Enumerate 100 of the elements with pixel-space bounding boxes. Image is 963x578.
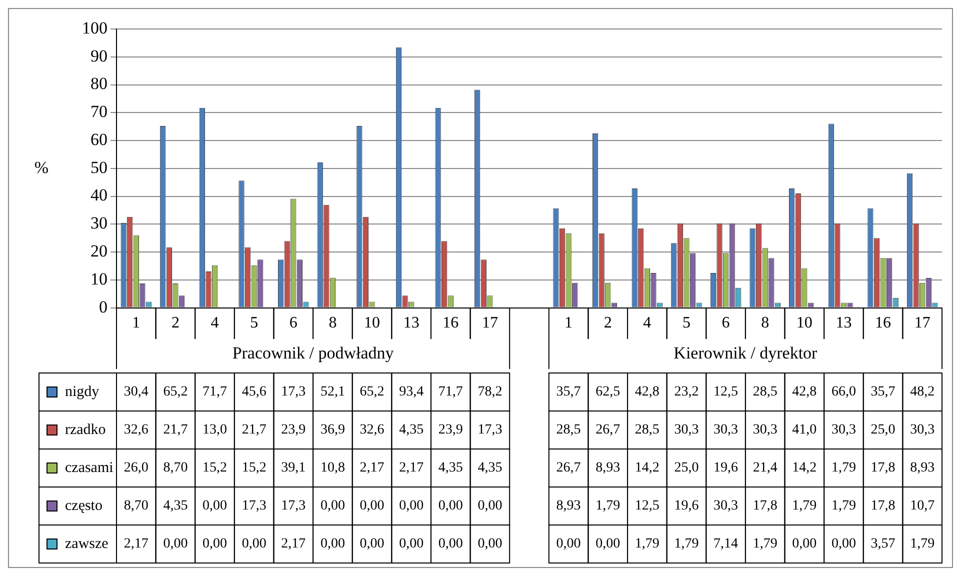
data-label: 0,00 (399, 498, 424, 514)
data-label: 0,00 (438, 536, 463, 552)
data-label: 35,7 (556, 384, 581, 400)
legend-label: zawsze (65, 536, 109, 552)
data-label: 71,7 (438, 384, 463, 400)
data-label: 14,2 (634, 460, 660, 476)
data-label: 17,3 (478, 422, 502, 438)
data-label: 10,8 (320, 460, 345, 476)
data-label: 19,6 (714, 460, 738, 476)
data-label: 15,2 (242, 460, 266, 476)
data-label: 8,93 (556, 498, 581, 514)
legend-label: czasami (65, 460, 114, 476)
data-label: 0,00 (556, 536, 581, 552)
data-label: 28,5 (556, 422, 581, 438)
data-label: 30,3 (674, 422, 699, 438)
data-label: 42,8 (792, 384, 817, 400)
data-label: 13,0 (202, 422, 228, 438)
legend-label: nigdy (65, 384, 100, 400)
data-label: 0,00 (320, 498, 345, 514)
data-label: 0,00 (478, 498, 502, 514)
y-tick-label: 70 (90, 102, 108, 122)
data-label: 62,5 (596, 384, 620, 400)
data-label: 25,0 (674, 460, 699, 476)
data-label: 39,1 (281, 460, 306, 476)
data-label: 3,57 (870, 536, 896, 552)
data-label: 15,2 (202, 460, 228, 476)
data-label: 23,2 (674, 384, 699, 400)
data-label: 0,00 (792, 536, 817, 552)
data-label: 0,00 (360, 536, 384, 552)
x-tick-label: 16 (442, 314, 459, 332)
data-label: 8,93 (596, 460, 620, 476)
x-tick-label: 2 (171, 314, 180, 332)
data-label: 30,3 (714, 422, 738, 438)
data-label: 4,35 (399, 422, 424, 438)
data-label: 4,35 (163, 498, 188, 514)
data-label: 1,79 (831, 498, 856, 514)
x-tick-label: 6 (722, 314, 730, 332)
data-label: 1,79 (831, 460, 856, 476)
data-label: 21,4 (752, 460, 778, 476)
data-label: 66,0 (831, 384, 856, 400)
data-label: 0,00 (202, 498, 228, 514)
data-label: 35,7 (870, 384, 896, 400)
data-label: 0,00 (163, 536, 188, 552)
data-label: 10,7 (910, 498, 935, 514)
data-label: 19,6 (674, 498, 699, 514)
y-tick-label: 20 (90, 242, 108, 261)
data-label: 25,0 (870, 422, 896, 438)
data-label: 52,1 (320, 384, 345, 400)
data-label: 8,70 (124, 498, 148, 514)
data-label: 12,5 (714, 384, 738, 400)
data-label: 32,6 (360, 422, 384, 438)
x-tick-label: 4 (643, 314, 652, 332)
x-tick-label: 4 (210, 314, 219, 332)
text: Kierownik / dyrektor (674, 343, 818, 362)
data-label: 12,5 (634, 498, 660, 514)
data-label: 8,93 (910, 460, 935, 476)
x-tick-label: 13 (836, 314, 852, 332)
y-tick-label: 0 (99, 297, 108, 316)
data-label: 1,79 (596, 498, 620, 514)
data-label: 0,00 (320, 536, 345, 552)
data-label: 45,6 (242, 384, 266, 400)
y-tick-label: 10 (90, 269, 108, 288)
data-label: 0,00 (242, 536, 266, 552)
data-label: 30,3 (714, 498, 738, 514)
data-label: 30,3 (752, 422, 778, 438)
data-label: 30,3 (910, 422, 935, 438)
data-label: 1,79 (674, 536, 699, 552)
data-label: 4,35 (478, 460, 502, 476)
data-label: 32,6 (124, 422, 148, 438)
data-label: 65,2 (163, 384, 188, 400)
data-label: 14,2 (792, 460, 817, 476)
data-label: 78,2 (478, 384, 502, 400)
data-label: 23,9 (438, 422, 463, 438)
y-tick-label: 30 (90, 214, 108, 233)
data-label: 71,7 (202, 384, 228, 400)
data-label: 17,8 (870, 498, 896, 514)
data-label: 0,00 (399, 536, 424, 552)
y-tick-label: 40 (90, 186, 108, 205)
data-label: 30,4 (124, 384, 148, 400)
x-tick-label: 17 (914, 314, 930, 332)
data-label: 28,5 (634, 422, 660, 438)
data-label: 48,2 (910, 384, 935, 400)
data-label: 41,0 (792, 422, 817, 438)
y-tick-label: 60 (90, 130, 108, 149)
data-label: 0,00 (478, 536, 502, 552)
data-label: 17,3 (281, 384, 306, 400)
x-tick-label: 10 (364, 314, 380, 332)
y-tick-label: 100 (82, 18, 108, 38)
y-tick-label: 90 (90, 46, 108, 66)
data-label: 42,8 (634, 384, 660, 400)
data-label: 17,3 (281, 498, 306, 514)
data-label: 21,7 (242, 422, 266, 438)
data-label: 36,9 (320, 422, 345, 438)
data-label: 26,0 (124, 460, 148, 476)
x-tick-label: 1 (564, 314, 573, 332)
legend-label: rzadko (65, 422, 106, 438)
x-tick-label: 17 (482, 314, 498, 332)
data-label: 30,3 (831, 422, 856, 438)
data-label: 1,79 (752, 536, 778, 552)
y-tick-label: 80 (90, 74, 108, 94)
